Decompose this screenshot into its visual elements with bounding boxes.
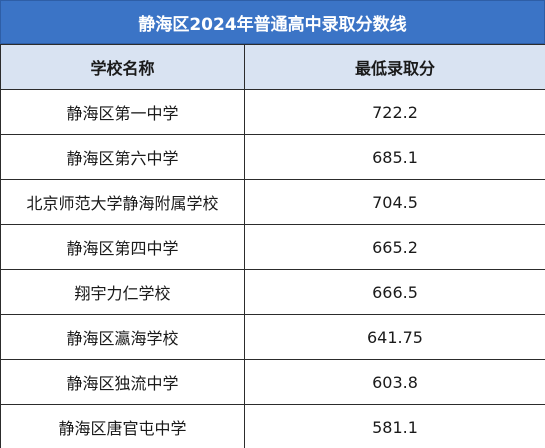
school-name-cell: 静海区唐官屯中学 <box>0 404 245 448</box>
score-cell: 603.8 <box>244 359 545 405</box>
column-header-score: 最低录取分 <box>244 44 545 90</box>
score-cell: 666.5 <box>244 269 545 315</box>
admission-score-table: 学校名称 最低录取分 静海区第一中学 722.2 静海区第六中学 685.1 北… <box>0 44 545 448</box>
table-row: 北京师范大学静海附属学校 704.5 <box>0 179 545 225</box>
column-header-school: 学校名称 <box>0 44 245 90</box>
table-row: 静海区第六中学 685.1 <box>0 134 545 180</box>
table-row: 翔宇力仁学校 666.5 <box>0 269 545 315</box>
table-row: 静海区瀛海学校 641.75 <box>0 314 545 360</box>
school-name-cell: 静海区第六中学 <box>0 134 245 180</box>
table-title: 静海区2024年普通高中录取分数线 <box>0 0 545 44</box>
table-row: 静海区第一中学 722.2 <box>0 89 545 135</box>
score-cell: 641.75 <box>244 314 545 360</box>
school-name-cell: 静海区第一中学 <box>0 89 245 135</box>
school-name-cell: 北京师范大学静海附属学校 <box>0 179 245 225</box>
school-name-cell: 翔宇力仁学校 <box>0 269 245 315</box>
header-row: 学校名称 最低录取分 <box>0 44 545 90</box>
table-row: 静海区第四中学 665.2 <box>0 224 545 270</box>
school-name-cell: 静海区瀛海学校 <box>0 314 245 360</box>
table-row: 静海区独流中学 603.8 <box>0 359 545 405</box>
table-row: 静海区唐官屯中学 581.1 <box>0 404 545 448</box>
school-name-cell: 静海区第四中学 <box>0 224 245 270</box>
score-cell: 722.2 <box>244 89 545 135</box>
score-cell: 581.1 <box>244 404 545 448</box>
score-cell: 665.2 <box>244 224 545 270</box>
score-cell: 685.1 <box>244 134 545 180</box>
score-cell: 704.5 <box>244 179 545 225</box>
school-name-cell: 静海区独流中学 <box>0 359 245 405</box>
